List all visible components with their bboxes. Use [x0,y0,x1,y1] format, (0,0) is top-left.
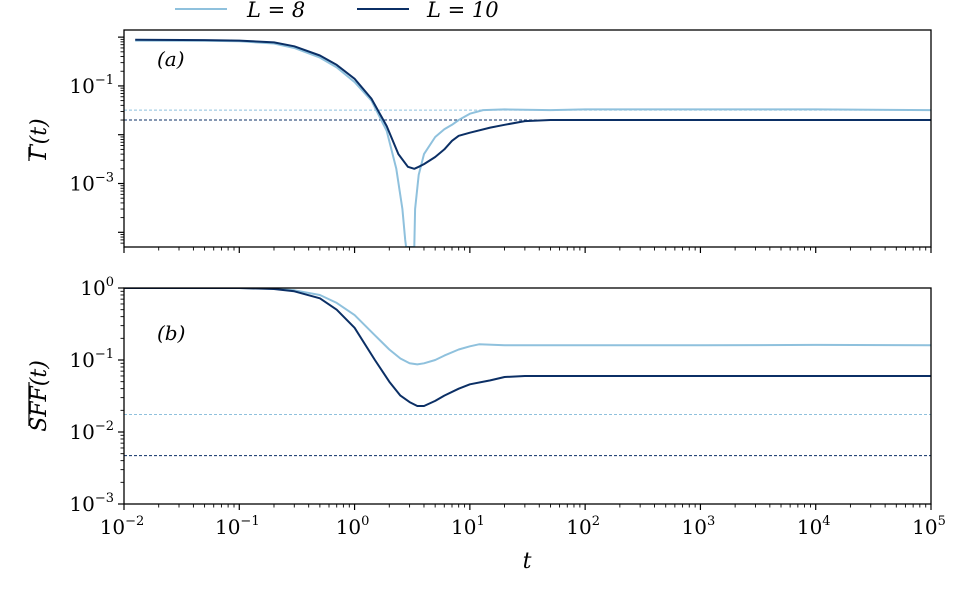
panel-label: (a) [157,47,185,71]
x-tick-label: 103 [682,514,716,539]
legend-label-l10: L = 10 [426,0,499,22]
plot-frame [123,29,932,248]
y-tick-label: 10−3 [69,491,114,516]
y-axis-label: Γ(t) [27,118,52,160]
y-tick-label: 10−2 [69,419,114,444]
legend-label-l8: L = 8 [246,0,305,22]
series-line-l10 [124,288,931,407]
x-tick-label: 101 [451,514,485,539]
panel-a: 10−1 10−3 (a) Γ(t) [27,29,932,253]
y-tick-label: 10−3 [69,171,114,196]
series-line-l8 [135,39,931,247]
y-axis-label: SFF(t) [27,360,52,432]
x-tick-label: 105 [912,514,946,539]
plot-frame [123,287,932,505]
y-tick-label: 100 [80,275,114,300]
y-tick-label: 10−1 [69,73,114,98]
x-tick-label: 100 [336,514,370,539]
legend: L = 8 L = 10 [175,0,499,22]
x-tick-label: 10−1 [215,514,260,539]
series-line-l10 [135,38,931,170]
x-tick-label: 10−2 [100,514,145,539]
series-line-l8 [124,288,931,366]
y-tick-label: 10−1 [69,347,114,372]
x-axis-label: t [523,549,532,574]
x-tick-label: 104 [797,514,831,539]
panel-label: (b) [157,321,185,345]
x-tick-label: 102 [566,514,600,539]
